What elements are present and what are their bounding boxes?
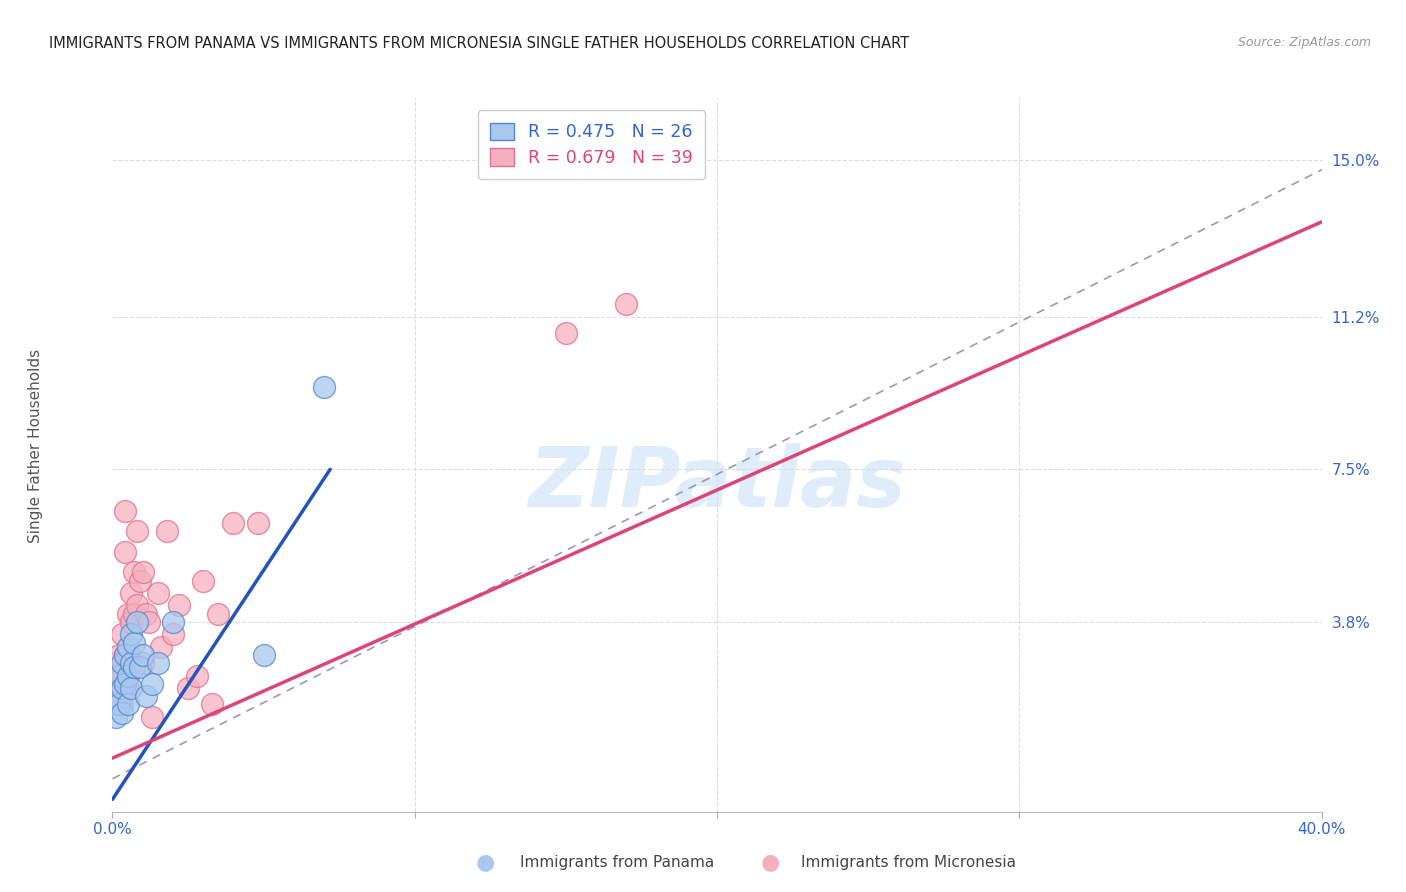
Point (141, 677, 163, 691)
Point (246, 516, 269, 530)
Point (128, 574, 150, 588)
Point (114, 648, 136, 662)
Point (122, 635, 145, 649)
Point (107, 668, 129, 682)
Point (114, 503, 136, 517)
Text: Source: ZipAtlas.com: Source: ZipAtlas.com (1237, 36, 1371, 49)
Point (128, 660, 150, 674)
Point (162, 627, 184, 641)
Point (132, 566, 155, 580)
Point (110, 668, 132, 682)
Point (122, 566, 145, 580)
Point (125, 615, 148, 629)
Point (117, 607, 139, 621)
Point (122, 660, 145, 674)
Point (110, 706, 132, 720)
Point (207, 607, 229, 621)
Point (117, 668, 139, 682)
Point (114, 677, 136, 691)
Point (120, 615, 142, 629)
Point (104, 657, 127, 671)
Point (110, 657, 132, 671)
Point (167, 599, 190, 613)
Point (135, 690, 157, 704)
Point (186, 668, 208, 682)
Text: Immigrants from Panama: Immigrants from Panama (520, 855, 714, 870)
Point (104, 681, 127, 695)
Text: Immigrants from Micronesia: Immigrants from Micronesia (801, 855, 1017, 870)
Point (616, 297, 638, 311)
Point (125, 524, 148, 539)
Point (114, 545, 136, 559)
Point (120, 627, 142, 641)
Point (146, 586, 169, 600)
Point (253, 648, 276, 662)
Text: IMMIGRANTS FROM PANAMA VS IMMIGRANTS FROM MICRONESIA SINGLE FATHER HOUSEHOLDS CO: IMMIGRANTS FROM PANAMA VS IMMIGRANTS FRO… (49, 36, 910, 51)
Point (132, 657, 155, 671)
Point (125, 599, 148, 613)
Text: ●: ● (761, 853, 780, 872)
Point (177, 681, 200, 695)
Point (132, 648, 155, 662)
Point (138, 615, 160, 629)
Point (104, 690, 127, 704)
Point (117, 698, 139, 712)
Point (107, 648, 129, 662)
Point (135, 607, 157, 621)
Point (146, 657, 169, 671)
Point (120, 681, 142, 695)
Point (117, 681, 139, 695)
Point (222, 516, 245, 530)
Point (314, 380, 336, 394)
Point (122, 607, 145, 621)
Point (162, 615, 184, 629)
Point (156, 524, 179, 539)
Text: Single Father Households: Single Father Households (28, 349, 42, 543)
Point (107, 698, 129, 712)
Point (107, 668, 129, 682)
Point (104, 710, 127, 724)
Point (191, 574, 214, 588)
Point (141, 710, 163, 724)
Point (554, 326, 576, 341)
Point (120, 586, 142, 600)
Point (110, 698, 132, 712)
Legend: R = 0.475   N = 26, R = 0.679   N = 39: R = 0.475 N = 26, R = 0.679 N = 39 (478, 111, 706, 179)
Point (114, 648, 136, 662)
Point (117, 640, 139, 654)
Point (201, 698, 224, 712)
Text: ZIPatlas: ZIPatlas (529, 443, 905, 524)
Point (149, 640, 172, 654)
Text: ●: ● (475, 853, 495, 872)
Point (110, 681, 132, 695)
Point (117, 648, 139, 662)
Point (120, 657, 142, 671)
Point (110, 627, 132, 641)
